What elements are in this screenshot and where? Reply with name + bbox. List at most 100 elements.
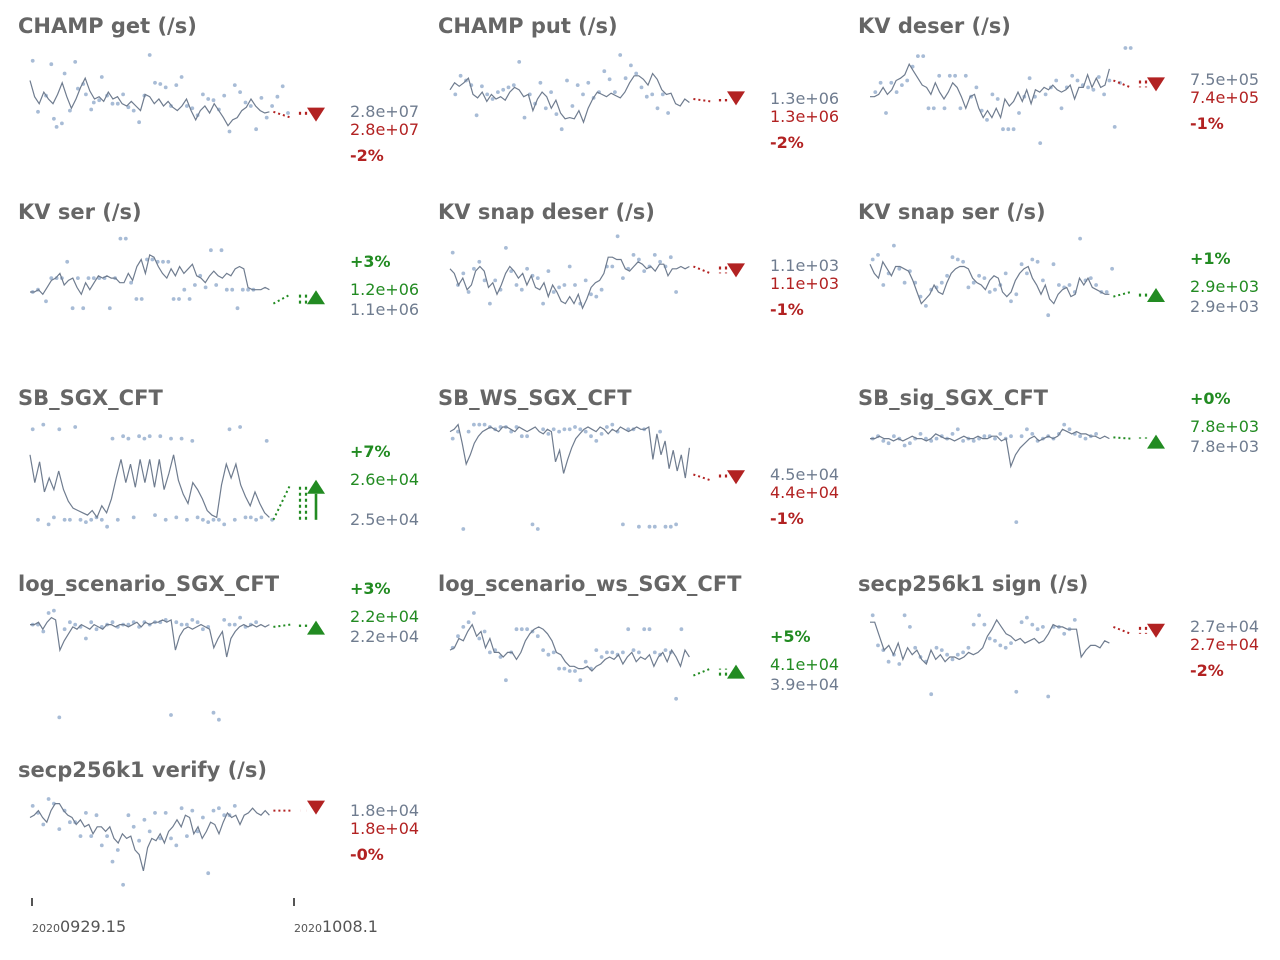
data-point [1041,625,1045,629]
data-point [179,75,184,79]
data-point [126,813,131,818]
data-point [626,627,631,632]
data-point [477,636,482,641]
chart-panel: CHAMP get (/s) 2.8e+07 2.8e+07 -2% [0,0,420,186]
data-point [966,645,971,650]
data-point [987,290,992,294]
data-point [472,266,476,271]
data-point [466,429,471,434]
data-point [663,524,668,529]
series-line [870,428,1110,469]
chart-title: log_scenario_SGX_CFT [18,572,280,596]
data-point [270,104,274,108]
chart-panel: log_scenario_SGX_CFT +3% 2.2e+04 2.2e+04 [0,558,420,744]
data-point [68,620,72,625]
series-line [29,802,270,872]
data-point [105,524,109,529]
data-point [870,257,875,262]
data-point [110,859,115,864]
data-point [902,443,907,448]
data-point [62,627,67,632]
data-point [535,527,540,531]
data-point [461,527,466,531]
data-point [206,520,211,524]
chart-title: log_scenario_ws_SGX_CFT [438,572,742,596]
data-point [578,678,583,683]
data-point [1067,283,1072,287]
data-point [1009,641,1013,645]
data-point [60,121,64,126]
data-point [78,834,83,838]
data-point [488,650,492,655]
data-point [623,76,628,81]
data-point [84,92,88,97]
data-point [46,611,51,615]
data-point [129,280,134,285]
data-point [514,283,519,287]
data-point [666,111,670,115]
data-point [567,264,572,269]
data-point [519,434,524,439]
data-point [187,297,192,301]
data-point [235,306,240,311]
data-point [900,83,904,87]
arrow-down-icon [1147,77,1165,92]
data-point [1019,434,1024,439]
current-value-label: 2.6e+04 [350,469,420,489]
chart-panel: KV snap deser (/s) 1.1e+03 1.1e+03 -1% [420,186,840,372]
percent-change-label: +3% [350,252,391,272]
data-point [209,248,213,253]
data-point [637,257,641,262]
data-point [1030,257,1035,262]
data-point [541,427,545,432]
chart-title: SB_SGX_CFT [18,386,163,410]
x-tick-year: 2020 [294,922,322,935]
data-point [631,648,636,652]
data-point [504,678,508,683]
data-point [193,283,197,287]
data-point [1094,283,1098,287]
data-point [217,806,221,811]
data-point [993,287,997,292]
data-point [472,611,476,615]
data-point [219,248,224,253]
data-point [217,717,221,722]
data-point [254,517,258,522]
data-point [482,422,487,427]
data-point [46,797,51,801]
data-point [929,439,934,443]
chart-plot [449,234,745,310]
data-point [201,92,205,97]
data-point [488,301,492,306]
chart-panel: log_scenario_ws_SGX_CFT +5% 4.1e+04 3.9e+04 [420,558,840,744]
data-point [1043,92,1048,97]
reference-value-label: 1.1e+03 [770,256,840,276]
data-point [506,85,511,90]
data-point [629,63,633,68]
data-point [230,287,235,292]
reference-value-label: 2.2e+04 [350,626,420,646]
data-point [89,620,94,625]
data-point [578,427,583,432]
data-point [642,627,647,632]
data-point [480,84,484,89]
data-point [559,127,564,132]
arrow-up-icon [307,620,325,635]
data-point [91,100,96,105]
data-point [89,834,94,838]
data-point [232,804,237,808]
data-point [573,425,577,429]
data-point [1094,432,1098,436]
data-point [615,234,620,239]
data-point [46,522,51,527]
data-point [84,636,88,641]
data-point [76,86,80,91]
data-point [1096,75,1101,79]
data-point [142,817,147,822]
data-point [153,80,157,85]
data-point [62,71,67,76]
data-point [137,838,142,843]
chart-title: SB_sig_SGX_CFT [858,386,1048,410]
data-point [966,285,971,290]
data-point [57,427,62,432]
